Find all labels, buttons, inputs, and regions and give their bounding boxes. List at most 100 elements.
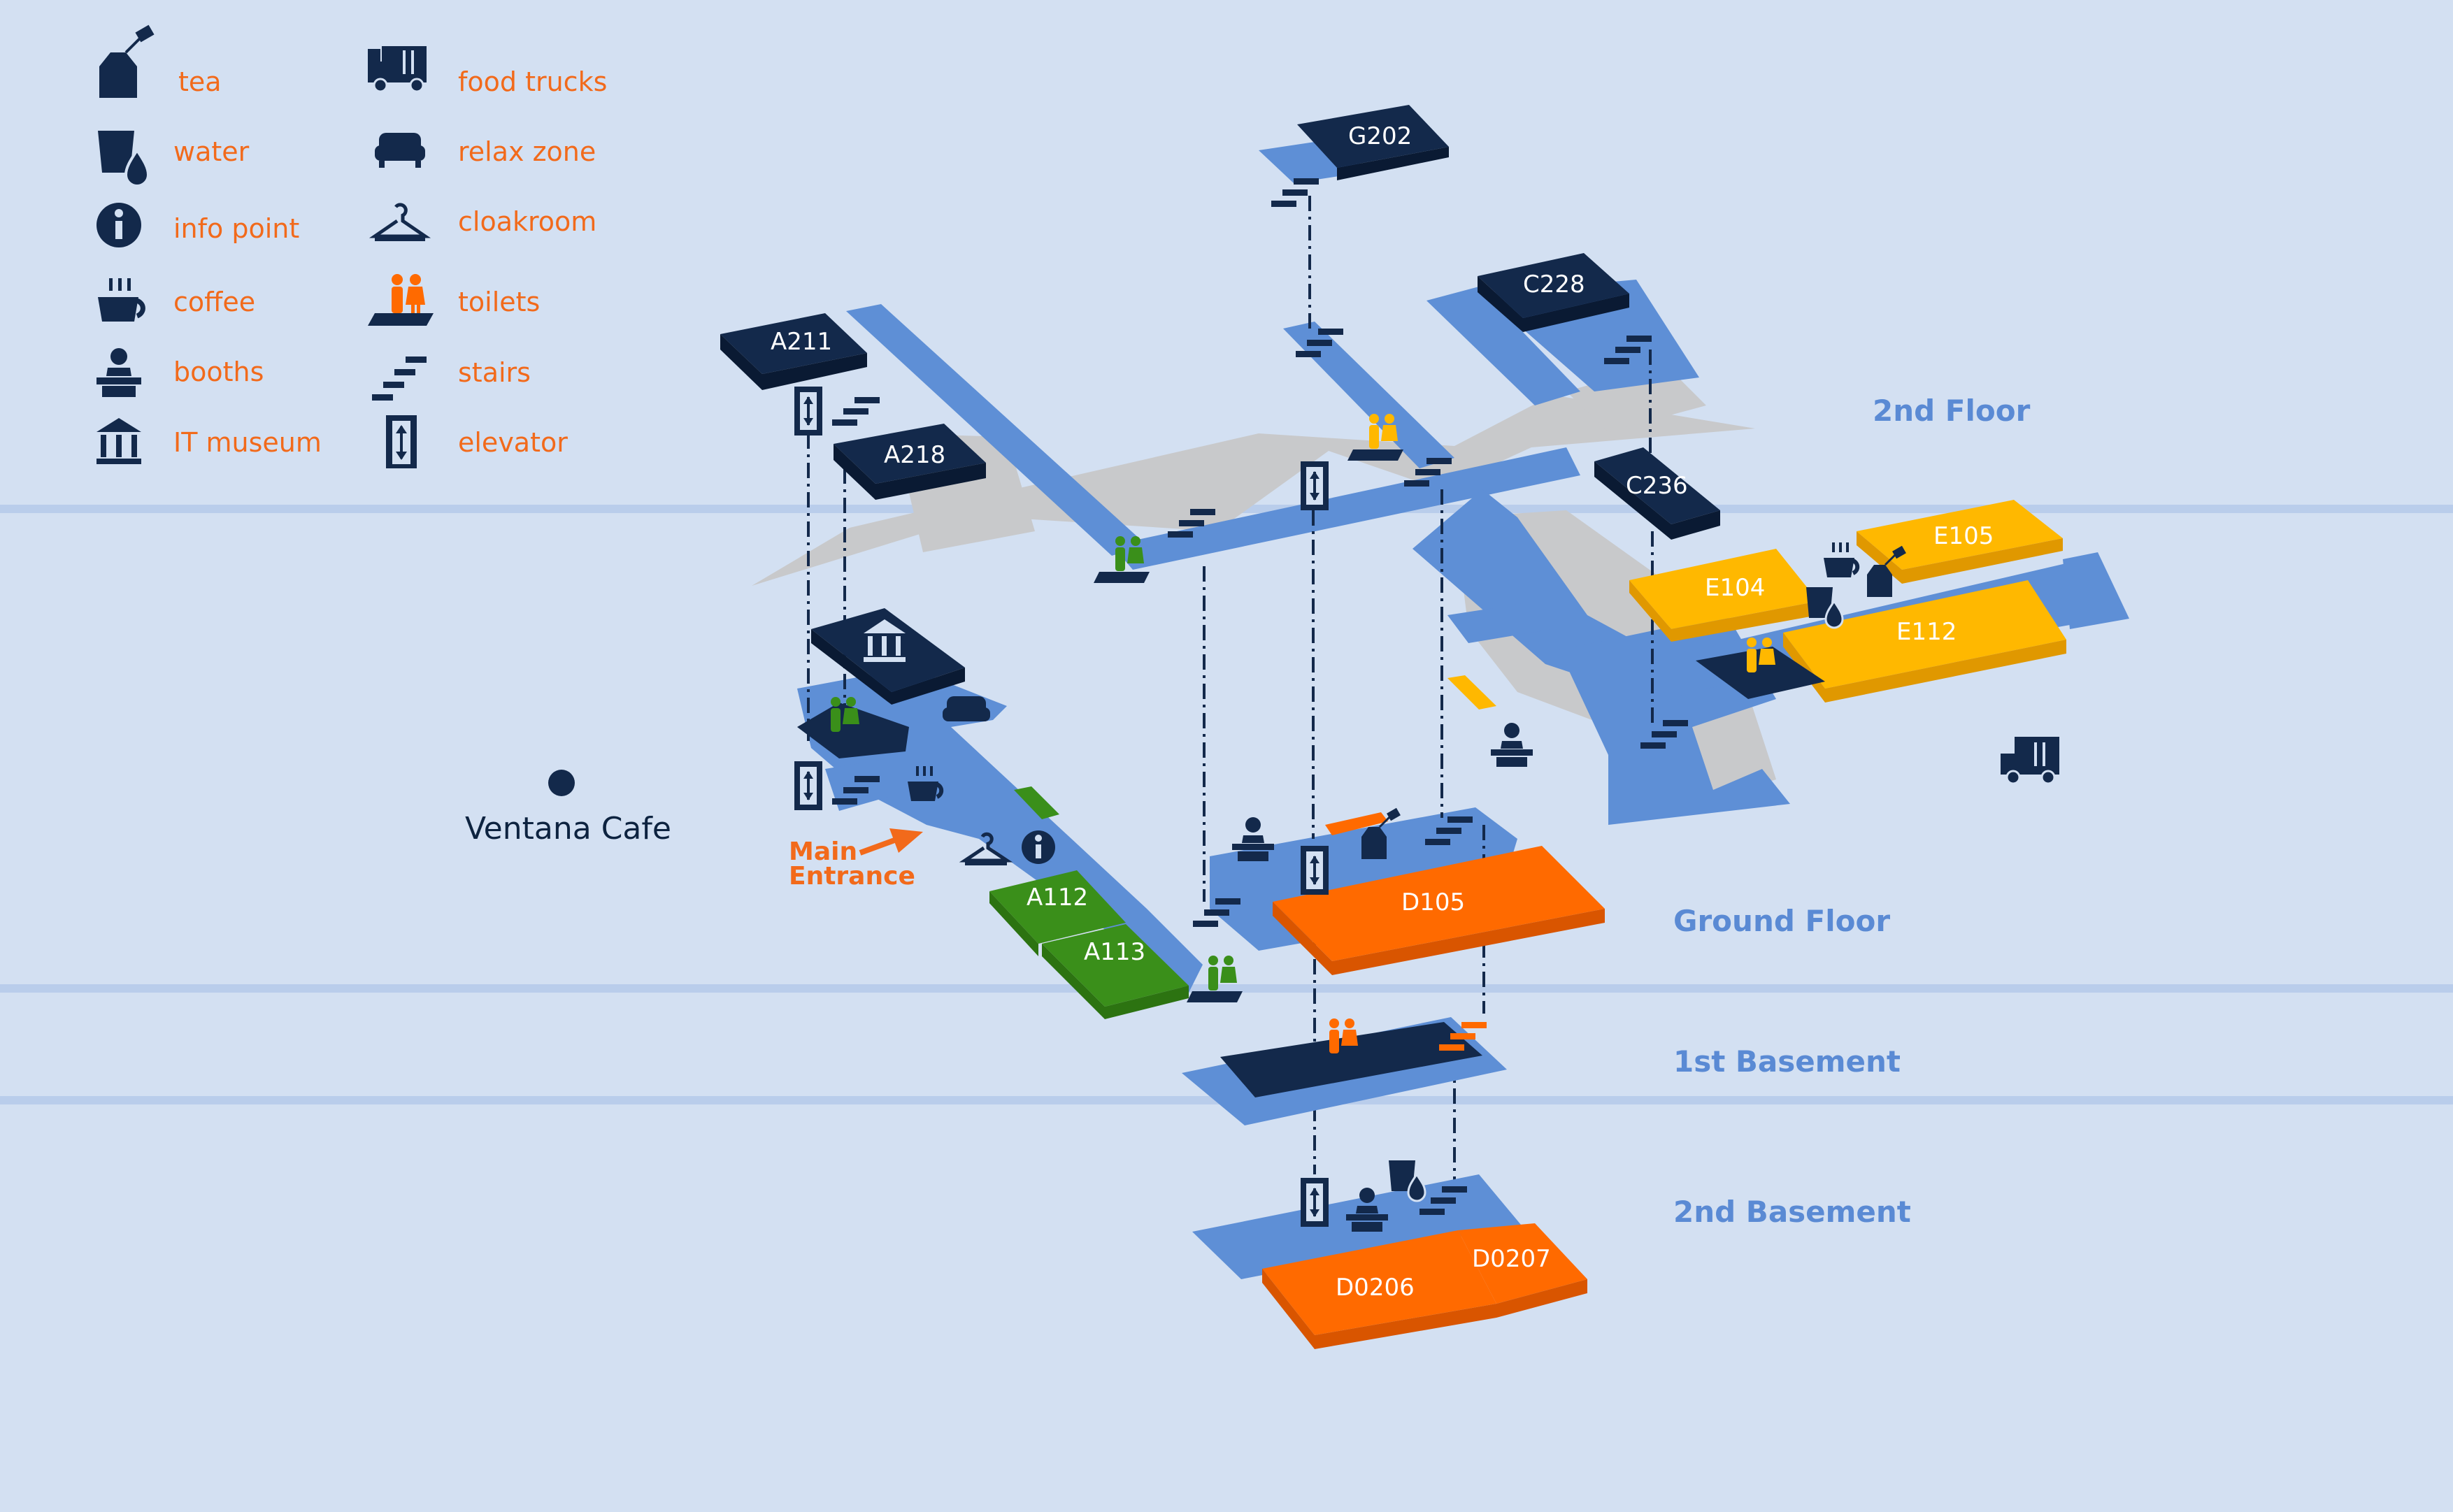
floor-separators bbox=[0, 505, 2453, 1104]
map-toilets bbox=[831, 414, 1775, 1053]
ventana-cafe-label: Ventana Cafe bbox=[465, 811, 671, 847]
stairs-icon bbox=[1604, 336, 1652, 364]
room-label-d105: D105 bbox=[1401, 888, 1465, 916]
relax-zone-icon bbox=[943, 696, 990, 721]
cloakroom-icon bbox=[369, 203, 431, 241]
orange-stairs-icon bbox=[1439, 1022, 1487, 1051]
room-label-d0206: D0206 bbox=[1336, 1274, 1415, 1302]
second-basement-floor: D0206 D0207 bbox=[1192, 1174, 1587, 1349]
elevator-icon bbox=[794, 761, 822, 810]
yellow-marker bbox=[1447, 675, 1496, 710]
legend-label-coffee: coffee bbox=[173, 287, 255, 317]
tea-icon bbox=[1361, 807, 1401, 859]
stairs-icon bbox=[1296, 329, 1343, 357]
info-point-icon bbox=[96, 203, 141, 247]
floor-label-1st-basement: 1st Basement bbox=[1673, 1044, 1901, 1079]
room-label-a211: A211 bbox=[771, 328, 832, 356]
floor-label-2nd-floor: 2nd Floor bbox=[1873, 394, 2031, 428]
room-a112[interactable]: A112 bbox=[989, 870, 1126, 956]
toilets-icon bbox=[831, 697, 859, 732]
room-label-e105: E105 bbox=[1933, 522, 1994, 550]
room-a113[interactable]: A113 bbox=[1042, 924, 1189, 1019]
main-entrance-arrow bbox=[859, 828, 923, 856]
water-icon bbox=[98, 131, 150, 187]
water-icon bbox=[1389, 1160, 1426, 1202]
food-truck-icon bbox=[368, 46, 427, 93]
main-entrance-label-line2: Entrance bbox=[789, 862, 915, 891]
tea-icon bbox=[1867, 545, 1906, 597]
room-label-c236: C236 bbox=[1626, 472, 1688, 500]
legend-label-food-trucks: food trucks bbox=[458, 66, 607, 97]
elevator-icon bbox=[1301, 846, 1329, 895]
legend-label-toilets: toilets bbox=[458, 287, 540, 317]
room-label-a218: A218 bbox=[884, 441, 945, 469]
stairs-icon bbox=[1404, 458, 1452, 487]
room-c228[interactable]: C228 bbox=[1478, 253, 1629, 332]
toilets-icon bbox=[368, 274, 434, 326]
map-elevators bbox=[794, 387, 1329, 1227]
coffee-icon bbox=[98, 278, 145, 322]
e-building: E104 E105 E112 bbox=[1629, 500, 2066, 703]
legend-label-stairs: stairs bbox=[458, 357, 531, 388]
ventana-cafe-marker[interactable] bbox=[548, 770, 575, 796]
room-e112[interactable]: E112 bbox=[1783, 580, 2066, 703]
stairs-icon bbox=[832, 776, 880, 805]
legend-label-booths: booths bbox=[173, 357, 264, 387]
tea-icon bbox=[99, 24, 155, 98]
stairs-icon bbox=[1425, 816, 1473, 845]
booths-icon bbox=[96, 348, 141, 397]
legend-label-it-museum: IT museum bbox=[173, 427, 322, 458]
water-icon bbox=[1806, 587, 1844, 629]
legend: tea water info point coffee bbox=[96, 24, 607, 468]
toilets-icon bbox=[1329, 1018, 1358, 1053]
room-a218[interactable]: A218 bbox=[834, 424, 986, 500]
stairs-icon bbox=[1168, 509, 1215, 538]
room-e105[interactable]: E105 bbox=[1857, 500, 2063, 584]
room-c236[interactable]: C236 bbox=[1594, 447, 1720, 540]
floor-label-ground-floor: Ground Floor bbox=[1673, 904, 1890, 938]
elevator-icon bbox=[794, 387, 822, 435]
it-museum-map-icon bbox=[864, 619, 906, 662]
main-entrance-label-line1: Main bbox=[789, 837, 857, 866]
room-d105[interactable]: D105 bbox=[1273, 846, 1605, 975]
room-label-d0207: D0207 bbox=[1472, 1245, 1551, 1273]
vertical-connector-lines bbox=[807, 196, 1654, 1181]
room-label-a113: A113 bbox=[1084, 938, 1145, 966]
elevator-icon bbox=[1301, 1178, 1329, 1227]
legend-label-tea: tea bbox=[178, 66, 222, 97]
stairs-icon bbox=[1640, 720, 1688, 749]
toilets-icon bbox=[1747, 638, 1775, 672]
legend-label-water: water bbox=[173, 136, 250, 167]
elevator-icon bbox=[386, 415, 417, 468]
stairs-icon bbox=[372, 357, 427, 401]
coffee-icon bbox=[908, 766, 944, 801]
room-a211[interactable]: A211 bbox=[720, 313, 867, 390]
info-point-icon bbox=[1022, 830, 1055, 864]
room-label-e104: E104 bbox=[1705, 574, 1765, 602]
stairs-icon bbox=[1271, 178, 1319, 207]
legend-label-elevator: elevator bbox=[458, 427, 568, 458]
map-stairs-group bbox=[832, 178, 1688, 1215]
legend-label-relax-zone: relax zone bbox=[458, 136, 596, 167]
room-label-g202: G202 bbox=[1348, 122, 1412, 150]
room-label-e112: E112 bbox=[1896, 618, 1957, 646]
stairs-icon bbox=[832, 397, 880, 426]
e-toilets-base bbox=[1696, 647, 1825, 699]
relax-zone-icon bbox=[375, 133, 425, 168]
legend-label-cloakroom: cloakroom bbox=[458, 206, 596, 237]
it-museum-building[interactable] bbox=[811, 608, 965, 705]
room-g202[interactable]: G202 bbox=[1297, 105, 1449, 180]
food-truck-icon bbox=[2001, 737, 2059, 785]
toilets-icon bbox=[1187, 956, 1243, 1002]
room-d0207[interactable]: D0207 bbox=[1458, 1223, 1587, 1318]
elevator-icon bbox=[1301, 461, 1329, 510]
booths-icon bbox=[1232, 817, 1274, 861]
room-e104[interactable]: E104 bbox=[1629, 549, 1818, 642]
booths-icon bbox=[1491, 723, 1533, 767]
it-museum-icon bbox=[96, 418, 141, 464]
room-label-a112: A112 bbox=[1027, 884, 1088, 912]
room-d0206[interactable]: D0206 bbox=[1262, 1230, 1496, 1349]
toilets-icon bbox=[1094, 536, 1150, 583]
room-label-c228: C228 bbox=[1523, 271, 1585, 298]
